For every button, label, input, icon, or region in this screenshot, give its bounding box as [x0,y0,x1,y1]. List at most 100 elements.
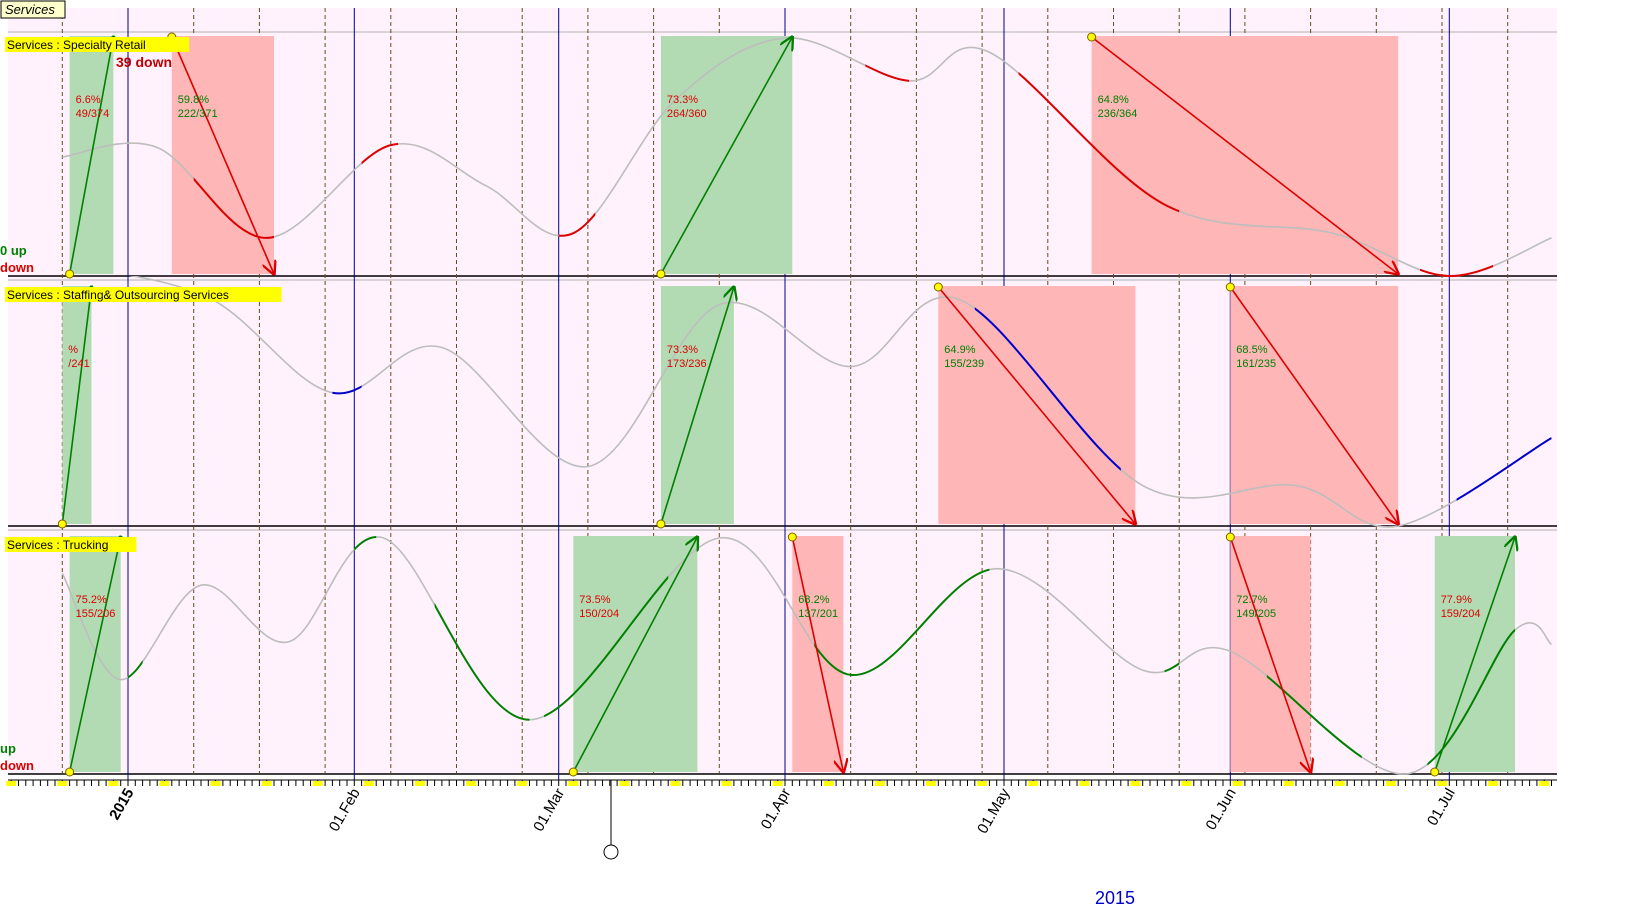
panel-title: Services : Trucking [7,538,108,552]
season-ratio: /241 [68,358,89,370]
weekend-marker [670,781,681,786]
season-ratio: 150/204 [579,608,619,620]
season-percent: % [68,344,78,356]
x-tick-label: 01.May [974,785,1014,837]
weekend-marker [312,781,323,786]
panel-title: Services : Staffing& Outsourcing Service… [7,288,229,302]
season-start-marker [65,269,75,279]
weekend-marker [1028,781,1039,786]
weekend-marker [1079,781,1090,786]
season-ratio: 137/201 [798,608,838,620]
weekend-marker [415,781,425,786]
season-ratio: 155/239 [944,358,984,370]
season-start-marker [57,519,67,529]
season-arrow-down [1091,36,1399,274]
weekend-marker [1539,781,1550,786]
weekend-marker [108,781,119,786]
weekend-marker [772,781,783,786]
window-tag-label: Services [5,2,55,17]
season-percent: 73.3% [667,344,698,356]
season-percent: 73.5% [579,594,610,606]
weekend-marker [466,781,477,786]
season-arrow-up [660,287,734,525]
curve-group [128,276,1552,528]
season-arrow-up [61,287,91,525]
weekend-marker [210,781,221,786]
weekend-marker [363,781,374,786]
season-start-marker [656,519,666,529]
season-percent: 64.8% [1098,94,1129,106]
season-ratio: 161/235 [1236,358,1276,370]
edge-label-up: up [0,741,16,756]
season-arrow-down [171,36,274,274]
season-arrow-up [572,537,697,773]
cursor-handle [603,844,619,860]
season-ratio: 49/374 [76,108,110,120]
edge-label-down: down [0,758,34,773]
weekend-marker [823,781,834,786]
weekend-marker [874,781,885,786]
panel-title-bg [5,37,190,52]
weekend-marker [57,781,68,786]
panel-annotation: 39 down [116,54,172,70]
weekend-marker [1437,781,1447,786]
season-ratio: 173/236 [667,358,707,370]
seasonal-curve [128,276,1552,528]
weekend-marker [568,781,579,786]
window-tag[interactable]: Services [0,0,66,19]
season-start-marker [656,269,666,279]
weekend-marker [1232,781,1243,786]
season-start-marker [65,767,75,777]
season-percent: 68.2% [798,594,829,606]
season-arrow-down [1229,286,1398,524]
weekend-marker [1334,781,1345,786]
season-arrow-down [937,286,1135,524]
edge-label-up: 0 up [0,243,27,258]
panel-title: Services : Specialty Retail [7,38,146,52]
season-percent: 73.3% [667,94,698,106]
x-tick-label: 2015 [106,786,137,823]
panel-title-bg [5,537,137,552]
season-percent: 77.9% [1441,594,1472,606]
season-arrow-down [791,536,843,772]
curve-group [61,536,1553,775]
weekend-marker [926,781,936,786]
season-ratio: 159/204 [1441,608,1481,620]
year-label: 2015 [1095,888,1135,908]
season-start-marker [933,282,943,292]
x-tick-label: 01.Mar [530,785,568,834]
season-arrow-up [68,537,121,773]
season-start-marker [1087,32,1097,42]
weekend-marker [619,781,630,786]
x-tick-label: 01.Feb [326,786,364,835]
weekend-marker [517,781,528,786]
weekend-marker [1283,781,1294,786]
curve-group [62,37,1552,278]
annotations: 6.6% 49/374 59.8% 222/371 73.3% 264/360 64.8% 2… [0,37,1480,773]
weekend-marker [1130,781,1141,786]
season-arrow-up [1433,537,1515,773]
seasonal-curve [62,37,1552,277]
highlight-group [1266,674,1362,759]
season-percent: 72.7% [1236,594,1267,606]
x-axis: 2015 01.Feb 01.Mar 01.Apr 01.May 01.Jun 01.Jul [6,779,1557,860]
weekend-marker [1488,781,1499,786]
season-start-marker [568,767,578,777]
season-ratio: 236/364 [1098,108,1138,120]
weekend-marker [1181,781,1192,786]
season-start-marker [1225,532,1235,542]
season-ratio: 149/205 [1236,608,1276,620]
season-percent: 68.5% [1236,344,1267,356]
season-arrow-down [1229,536,1310,772]
curve-highlight-up [1266,674,1362,759]
edge-label-down: down [0,260,34,275]
season-arrow-up [660,37,792,275]
weekend-marker [159,781,170,786]
season-start-marker [787,532,797,542]
season-arrows [57,32,1515,777]
season-percent: 64.9% [944,344,975,356]
season-ratio: 155/206 [76,608,116,620]
season-percent: 75.2% [76,594,107,606]
x-tick-label: 01.Apr [758,786,795,833]
season-arrow-up [68,37,114,275]
